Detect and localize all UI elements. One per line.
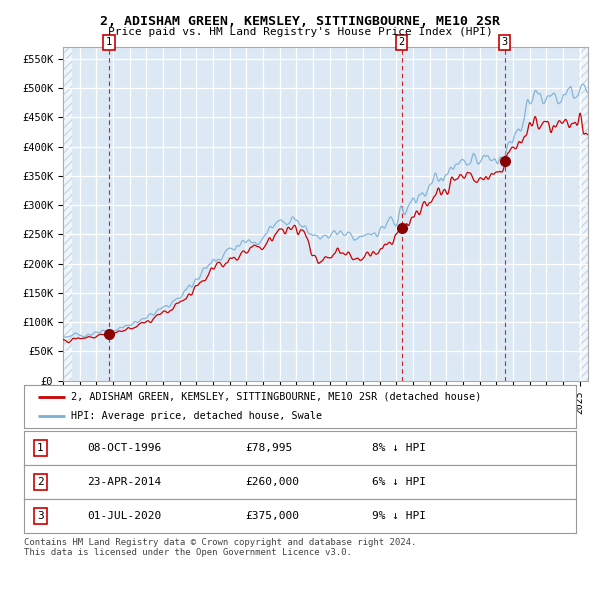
Text: 9% ↓ HPI: 9% ↓ HPI — [372, 512, 426, 521]
Text: 2, ADISHAM GREEN, KEMSLEY, SITTINGBOURNE, ME10 2SR: 2, ADISHAM GREEN, KEMSLEY, SITTINGBOURNE… — [100, 15, 500, 28]
Text: 3: 3 — [37, 512, 44, 521]
Text: 01-JUL-2020: 01-JUL-2020 — [88, 512, 162, 521]
Text: 2: 2 — [37, 477, 44, 487]
Text: 08-OCT-1996: 08-OCT-1996 — [88, 443, 162, 453]
Bar — [579, 30, 588, 381]
Text: 8% ↓ HPI: 8% ↓ HPI — [372, 443, 426, 453]
Text: 1: 1 — [106, 37, 112, 47]
Text: 1: 1 — [37, 443, 44, 453]
Text: HPI: Average price, detached house, Swale: HPI: Average price, detached house, Swal… — [71, 411, 322, 421]
Bar — [63, 30, 72, 381]
Text: Price paid vs. HM Land Registry's House Price Index (HPI): Price paid vs. HM Land Registry's House … — [107, 27, 493, 37]
Text: 23-APR-2014: 23-APR-2014 — [88, 477, 162, 487]
Text: 2, ADISHAM GREEN, KEMSLEY, SITTINGBOURNE, ME10 2SR (detached house): 2, ADISHAM GREEN, KEMSLEY, SITTINGBOURNE… — [71, 392, 481, 402]
Text: 2: 2 — [398, 37, 404, 47]
Text: £260,000: £260,000 — [245, 477, 299, 487]
Text: £375,000: £375,000 — [245, 512, 299, 521]
Text: Contains HM Land Registry data © Crown copyright and database right 2024.
This d: Contains HM Land Registry data © Crown c… — [24, 538, 416, 558]
Text: 6% ↓ HPI: 6% ↓ HPI — [372, 477, 426, 487]
Text: 3: 3 — [502, 37, 508, 47]
Text: £78,995: £78,995 — [245, 443, 292, 453]
